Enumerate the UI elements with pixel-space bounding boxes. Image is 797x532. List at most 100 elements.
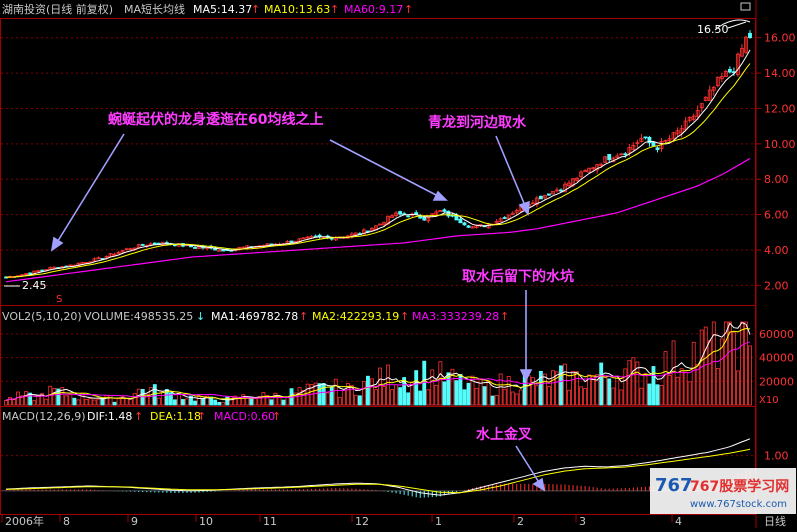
candle-body <box>353 232 358 236</box>
price-tick-label: 14.00 <box>764 67 796 80</box>
candle-body <box>534 197 539 205</box>
date-tick-label: 12 <box>355 515 369 528</box>
volume-bar <box>454 380 459 406</box>
ma-label: MA短长均线 <box>124 2 185 16</box>
candle-body <box>619 153 624 156</box>
candle-body <box>591 167 596 170</box>
candle-body <box>723 71 728 78</box>
candle-body <box>615 155 620 159</box>
candle-body <box>193 247 197 249</box>
volume-bar <box>370 378 374 406</box>
candle-body <box>394 212 399 216</box>
macd-tick-label: 1.00 <box>764 450 789 463</box>
volume-bar <box>353 394 358 406</box>
candle-body <box>92 258 97 262</box>
volume-bar <box>414 370 419 406</box>
candle-body <box>498 218 503 222</box>
volume-bar <box>735 370 740 406</box>
candle-body <box>579 171 584 177</box>
candle-body <box>370 228 374 231</box>
volume-bar <box>64 395 69 406</box>
volume-bar <box>542 373 547 406</box>
arrow-2 <box>329 139 439 197</box>
volume-bar <box>293 392 298 406</box>
candle-body <box>715 76 720 87</box>
volume-bar <box>152 384 157 406</box>
candle-body <box>289 240 294 243</box>
volume-bar <box>189 395 193 406</box>
price-tick-label: 8.00 <box>764 173 789 186</box>
volume-bar <box>56 388 61 406</box>
volume-bar <box>366 375 370 406</box>
ma10-arrow-icon: ↑ <box>330 3 339 16</box>
volume-bar <box>595 374 600 406</box>
volume-bar <box>551 370 555 406</box>
annotation-dragon-body: 蜿蜒起伏的龙身逶迤在60均线之上 <box>108 111 323 128</box>
vol-ma1-arrow-icon: ↑ <box>299 310 308 323</box>
watermark: 767 767股票学习网 www.767stock.com <box>650 468 796 514</box>
volume-bar <box>317 383 322 406</box>
candle-body <box>530 202 535 205</box>
candle-body <box>675 130 680 135</box>
candle-body <box>28 272 33 275</box>
volume-bar <box>144 393 149 406</box>
date-tick-label: 2006年 <box>5 514 44 528</box>
price-tick-label: 12.00 <box>764 102 796 115</box>
volume-bar <box>24 391 29 406</box>
candle-body <box>607 154 612 161</box>
volume-bar <box>277 396 282 406</box>
volume-bar <box>506 375 511 406</box>
candle-body <box>555 189 559 192</box>
volume-bar <box>723 321 728 406</box>
volume-bar <box>426 389 431 406</box>
price-panel-frame <box>0 18 756 306</box>
watermark-url: www.767stock.com <box>690 499 787 510</box>
volume-bar <box>526 375 531 406</box>
candle-body <box>506 214 511 219</box>
vol-ma2-line <box>5 327 751 401</box>
volume-bar <box>112 401 117 406</box>
volume-bar <box>253 398 258 406</box>
volume-bar <box>715 368 720 406</box>
volume-bar <box>96 398 101 406</box>
volume-bar <box>579 386 584 406</box>
volume-bar <box>349 385 354 406</box>
vol-ma1-line <box>5 321 751 401</box>
volume-tick-label: 60000 <box>759 328 794 341</box>
arrow-3-head-icon <box>518 200 530 216</box>
candle-body <box>446 210 451 217</box>
candle-body <box>647 136 652 144</box>
candle-body <box>583 170 588 172</box>
volume-bar <box>546 386 551 406</box>
candle-body <box>301 237 306 240</box>
candle-body <box>719 76 724 80</box>
high-curve-arrow <box>714 19 751 31</box>
volume-bar <box>177 393 181 406</box>
low-price-label: 2.45 <box>22 279 47 292</box>
date-tick-label: 10 <box>199 515 213 528</box>
candle-body <box>542 195 547 199</box>
high-price-label: 16.50 <box>697 23 729 36</box>
volume-bar <box>233 395 238 406</box>
date-axis-period: 日线 <box>764 514 786 528</box>
candle-body <box>221 249 226 252</box>
volume-bar <box>197 396 201 406</box>
volume-bar <box>4 399 8 406</box>
volume-bar <box>217 401 222 406</box>
candle-body <box>559 189 563 192</box>
volume-bar <box>108 395 113 406</box>
volume-bar <box>301 390 306 406</box>
volume-bar <box>213 399 218 406</box>
volume-bar <box>241 394 246 406</box>
candle-body <box>120 250 125 253</box>
volume-bar <box>490 395 495 406</box>
candle-body <box>96 257 101 260</box>
volume-bar <box>410 382 415 406</box>
volume-bar <box>181 399 185 406</box>
volume-bar <box>128 398 133 406</box>
window-restore-icon[interactable] <box>740 2 751 11</box>
stock-title: 湖南投资(日线 前复权) <box>2 2 113 16</box>
volume-bar <box>345 383 350 406</box>
dea-readout: DEA:1.18 <box>150 410 201 423</box>
volume-bar <box>655 384 660 406</box>
